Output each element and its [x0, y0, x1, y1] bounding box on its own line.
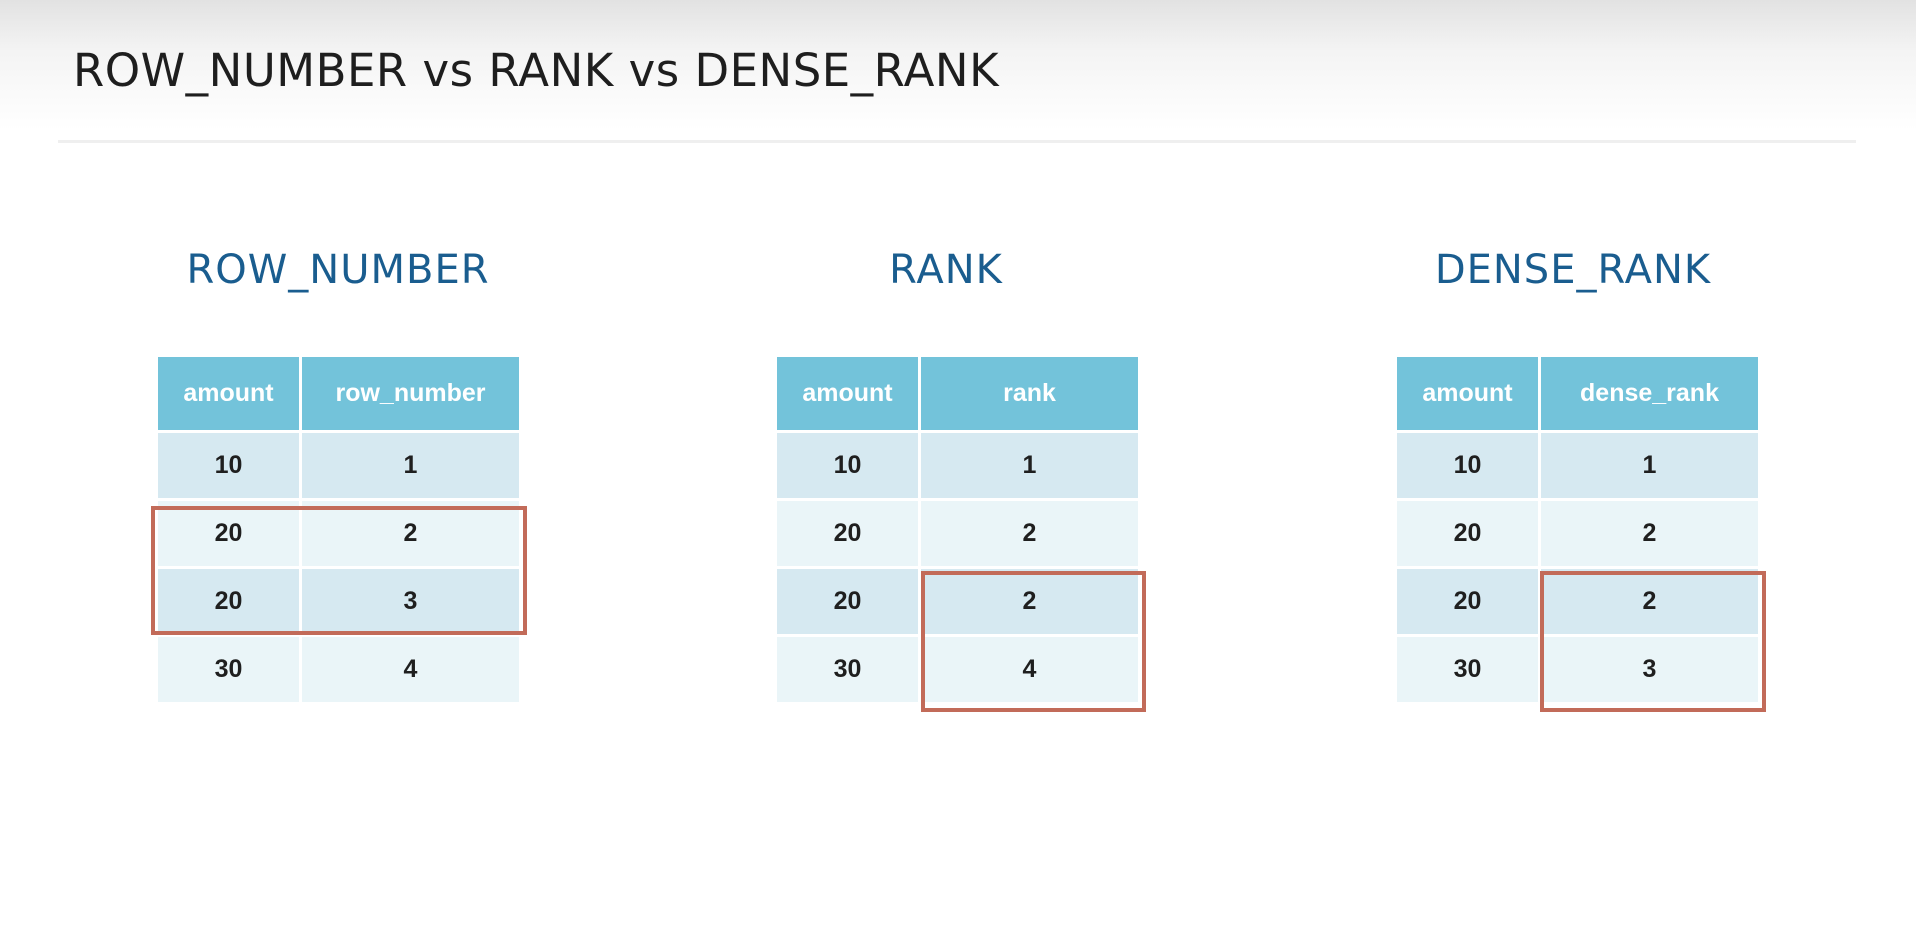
highlight-box-row-number [151, 506, 527, 635]
rank-cell: 4 [921, 637, 1138, 702]
title-band [0, 0, 1916, 130]
table-header-row: amount dense_rank [1397, 357, 1758, 430]
highlight-box-dense-rank [1540, 571, 1766, 712]
column-header-amount: amount [158, 357, 299, 430]
table-row: 20 2 [777, 501, 1138, 566]
row-number-cell: 4 [302, 637, 519, 702]
amount-cell: 20 [777, 501, 918, 566]
slide-title: ROW_NUMBER vs RANK vs DENSE_RANK [73, 44, 1000, 97]
table-header-row: amount rank [777, 357, 1138, 430]
title-divider [58, 140, 1856, 143]
table-row: 20 2 [777, 569, 1138, 634]
highlight-box-rank [921, 571, 1146, 712]
amount-cell: 30 [777, 637, 918, 702]
row-number-cell: 1 [302, 433, 519, 498]
row-number-cell: 3 [302, 569, 519, 634]
column-header-amount: amount [777, 357, 918, 430]
table-row: 20 2 [158, 501, 519, 566]
amount-cell: 30 [158, 637, 299, 702]
dense-rank-cell: 2 [1541, 569, 1758, 634]
column-header-row-number: row_number [302, 357, 519, 430]
amount-cell: 30 [1397, 637, 1538, 702]
amount-cell: 20 [1397, 501, 1538, 566]
table-row: 20 2 [1397, 501, 1758, 566]
column-header-amount: amount [1397, 357, 1538, 430]
table-header-row: amount row_number [158, 357, 519, 430]
column-header-rank: rank [921, 357, 1138, 430]
column-header-dense-rank: dense_rank [1541, 357, 1758, 430]
dense-rank-cell: 1 [1541, 433, 1758, 498]
row-number-cell: 2 [302, 501, 519, 566]
amount-cell: 10 [1397, 433, 1538, 498]
table-row: 10 1 [158, 433, 519, 498]
table-row: 20 2 [1397, 569, 1758, 634]
rank-cell: 2 [921, 569, 1138, 634]
amount-cell: 20 [158, 501, 299, 566]
table-row: 10 1 [1397, 433, 1758, 498]
rank-table: amount rank 10 1 20 2 20 2 30 4 [774, 354, 1141, 705]
amount-cell: 20 [777, 569, 918, 634]
dense-rank-cell: 2 [1541, 501, 1758, 566]
table-row: 10 1 [777, 433, 1138, 498]
table-row: 30 4 [158, 637, 519, 702]
table-row: 20 3 [158, 569, 519, 634]
rank-cell: 2 [921, 501, 1138, 566]
table-row: 30 3 [1397, 637, 1758, 702]
table-row: 30 4 [777, 637, 1138, 702]
panel-title-rank: RANK [889, 247, 1003, 293]
panel-title-dense-rank: DENSE_RANK [1434, 247, 1712, 293]
amount-cell: 10 [158, 433, 299, 498]
panel-title-row-number: ROW_NUMBER [186, 247, 490, 293]
amount-cell: 20 [1397, 569, 1538, 634]
row-number-table: amount row_number 10 1 20 2 20 3 30 4 [155, 354, 522, 705]
amount-cell: 20 [158, 569, 299, 634]
rank-cell: 1 [921, 433, 1138, 498]
dense-rank-table: amount dense_rank 10 1 20 2 20 2 30 3 [1394, 354, 1761, 705]
dense-rank-cell: 3 [1541, 637, 1758, 702]
amount-cell: 10 [777, 433, 918, 498]
